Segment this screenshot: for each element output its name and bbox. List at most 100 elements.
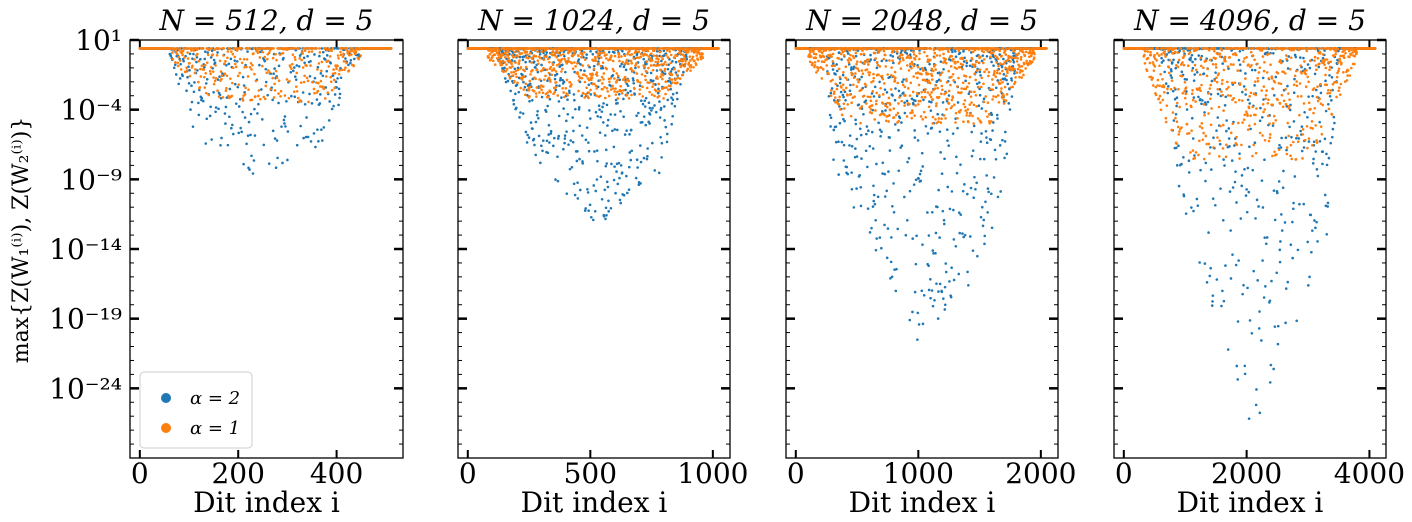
data-point bbox=[569, 139, 573, 142]
data-point bbox=[236, 74, 240, 78]
data-point bbox=[617, 53, 621, 56]
data-point bbox=[870, 104, 874, 107]
data-point bbox=[564, 87, 568, 90]
data-point bbox=[854, 122, 858, 126]
data-point bbox=[279, 94, 282, 98]
data-point bbox=[903, 111, 907, 115]
data-point bbox=[688, 55, 692, 58]
data-point bbox=[509, 89, 512, 93]
data-point bbox=[249, 112, 253, 116]
data-point bbox=[920, 72, 923, 76]
data-point bbox=[979, 157, 982, 161]
data-point bbox=[866, 60, 869, 64]
data-point bbox=[854, 147, 857, 150]
data-point bbox=[864, 149, 868, 153]
data-point bbox=[872, 184, 875, 188]
data-point bbox=[238, 98, 242, 101]
data-point bbox=[332, 104, 335, 108]
data-point bbox=[263, 97, 267, 101]
data-point bbox=[262, 143, 266, 147]
data-point bbox=[253, 72, 256, 76]
data-point bbox=[196, 52, 199, 56]
data-point bbox=[885, 59, 888, 62]
data-point bbox=[202, 68, 206, 71]
data-point bbox=[242, 57, 246, 61]
data-point bbox=[298, 57, 302, 60]
data-point bbox=[1003, 140, 1007, 143]
data-point bbox=[601, 61, 605, 64]
data-point bbox=[877, 121, 880, 125]
data-point bbox=[665, 86, 668, 89]
data-point bbox=[309, 140, 313, 143]
data-point bbox=[644, 78, 648, 82]
data-point bbox=[647, 66, 650, 70]
data-point bbox=[337, 56, 340, 60]
data-point bbox=[900, 99, 903, 103]
data-point bbox=[904, 47, 908, 50]
data-point bbox=[295, 89, 299, 93]
data-point bbox=[643, 74, 647, 78]
legend-label: α = 1 bbox=[190, 418, 240, 439]
data-point bbox=[173, 63, 177, 67]
data-point bbox=[878, 236, 882, 239]
data-point bbox=[878, 80, 881, 84]
data-point bbox=[850, 73, 854, 77]
data-point bbox=[1013, 72, 1016, 75]
data-point bbox=[935, 102, 938, 105]
data-point bbox=[210, 47, 213, 50]
data-point bbox=[686, 67, 690, 71]
data-point bbox=[919, 115, 923, 118]
data-point bbox=[565, 78, 569, 82]
data-point bbox=[341, 47, 344, 50]
data-point bbox=[209, 65, 213, 69]
data-point bbox=[598, 78, 602, 82]
data-point bbox=[189, 108, 192, 111]
data-point bbox=[314, 145, 317, 149]
data-point bbox=[864, 84, 868, 88]
data-point bbox=[912, 183, 916, 186]
data-point bbox=[333, 86, 336, 90]
data-point bbox=[327, 65, 331, 68]
data-point bbox=[944, 117, 947, 120]
data-point bbox=[862, 52, 865, 56]
data-point bbox=[272, 72, 275, 76]
x-axis-label: Dit index i bbox=[521, 486, 668, 519]
data-point bbox=[648, 113, 652, 116]
data-point bbox=[338, 96, 341, 100]
data-point bbox=[845, 78, 849, 81]
data-point bbox=[924, 116, 927, 119]
data-point bbox=[665, 140, 669, 144]
data-point bbox=[267, 47, 271, 50]
data-point bbox=[616, 97, 620, 100]
data-point bbox=[583, 96, 586, 99]
data-point bbox=[277, 92, 280, 95]
data-point bbox=[924, 79, 928, 83]
data-point bbox=[208, 114, 212, 118]
data-point bbox=[554, 178, 557, 181]
data-point bbox=[178, 47, 181, 50]
data-point bbox=[853, 95, 856, 98]
data-point bbox=[930, 78, 934, 81]
data-point bbox=[947, 50, 950, 54]
data-point bbox=[905, 79, 908, 83]
data-point bbox=[549, 80, 552, 83]
data-point bbox=[559, 76, 562, 80]
data-point bbox=[552, 68, 556, 72]
data-point bbox=[268, 71, 271, 74]
data-point bbox=[903, 195, 906, 199]
data-point bbox=[338, 92, 342, 96]
data-point bbox=[618, 64, 622, 68]
data-point bbox=[890, 66, 893, 69]
data-point bbox=[998, 144, 1002, 147]
data-point bbox=[651, 68, 655, 72]
data-point bbox=[651, 85, 654, 89]
data-point bbox=[622, 193, 626, 197]
data-point bbox=[885, 91, 889, 94]
data-point bbox=[840, 113, 844, 117]
data-point bbox=[857, 69, 861, 73]
data-point bbox=[332, 78, 336, 82]
data-point bbox=[979, 140, 983, 143]
data-point bbox=[320, 47, 324, 50]
data-point bbox=[907, 69, 911, 72]
data-point bbox=[187, 47, 190, 50]
